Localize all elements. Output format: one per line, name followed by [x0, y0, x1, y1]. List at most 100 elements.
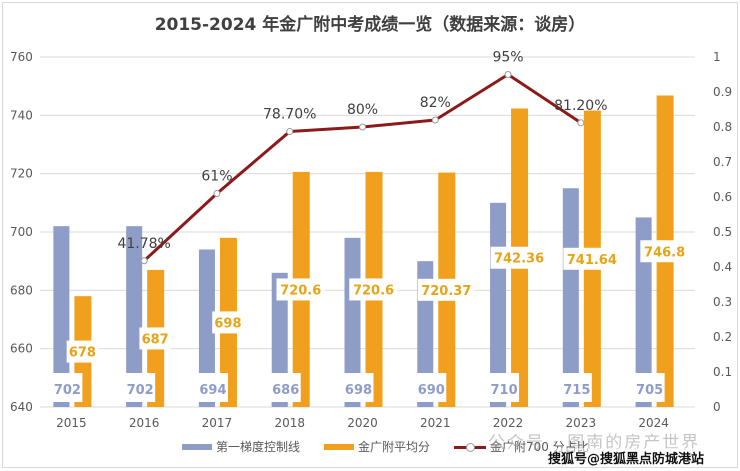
- bar-control-line-base: [53, 402, 70, 406]
- bar-value-label: 698: [345, 383, 372, 398]
- bar-label-box: [276, 278, 325, 301]
- line-point-label: 95%: [492, 50, 523, 66]
- line-point: [213, 190, 221, 197]
- legend-swatch-orange: [324, 443, 355, 450]
- x-tick-label: 2021: [420, 416, 451, 430]
- bar-value-label: 705: [636, 383, 663, 398]
- bar-label-box: [417, 278, 475, 301]
- x-tick-label: 2016: [129, 416, 160, 430]
- line-point-label: 80%: [347, 102, 378, 118]
- x-tick-label: 2020: [347, 416, 378, 430]
- bar-control-line-base: [417, 402, 434, 406]
- line-point: [504, 71, 512, 78]
- bar-label-box: [415, 373, 447, 402]
- bar-label-box: [349, 278, 398, 301]
- y-right-tick-label: 0.9: [713, 85, 732, 99]
- y-right-tick-label: 0.3: [713, 295, 732, 309]
- y-left-tick-label: 700: [10, 225, 33, 239]
- line-point: [431, 116, 439, 124]
- y-right-tick-label: 0.6: [713, 190, 732, 204]
- bar-label-box: [490, 246, 548, 269]
- bar-label-box: [124, 373, 156, 402]
- bar-control-line-base: [344, 402, 361, 406]
- line-point: [577, 119, 585, 127]
- bar-value-label: 741.64: [567, 253, 617, 268]
- y-left-tick-label: 680: [10, 283, 33, 297]
- bar-control-line: [198, 249, 215, 407]
- bar-value-label: 742.36: [494, 252, 544, 267]
- bar-value-label: 702: [54, 383, 81, 398]
- line-point-label: 41.78%: [117, 236, 170, 252]
- bar-label-box: [269, 373, 301, 402]
- watermark-sohu: 搜狐号@搜狐黑点防城港站: [548, 448, 705, 467]
- bar-value-label: 720.6: [353, 283, 394, 298]
- bar-control-line: [635, 217, 652, 407]
- legend: 第一梯度控制线 金广附平均分 金广附700 分占比: [182, 438, 613, 455]
- y-right-tick-label: 0.4: [713, 260, 732, 274]
- bar-label-box: [66, 340, 99, 363]
- line-point-label: 81.20%: [554, 98, 607, 114]
- bar-label-box: [560, 373, 592, 402]
- bar-label-box: [51, 373, 83, 402]
- bar-control-line-base: [635, 402, 652, 406]
- bar-value-label: 686: [272, 383, 299, 398]
- chart-title: 2015-2024 年金广附中考成绩一览（数据来源：谈房）: [154, 15, 586, 35]
- bar-control-line-base: [490, 402, 507, 406]
- bar-value-label: 720.37: [421, 284, 471, 299]
- x-tick-label: 2024: [638, 416, 669, 430]
- bar-value-label: 710: [490, 383, 517, 398]
- bar-control-line-base: [562, 402, 579, 406]
- y-left-tick-label: 720: [10, 167, 33, 181]
- legend-item-average: 金广附平均分: [324, 438, 430, 455]
- bar-value-label: 698: [214, 316, 241, 331]
- bar-value-label: 720.6: [280, 283, 321, 298]
- y-left-tick-label: 740: [10, 108, 33, 122]
- bar-label-box: [139, 327, 171, 350]
- line-point: [140, 257, 148, 265]
- y-right-tick-label: 0.2: [713, 330, 732, 344]
- bar-label-box: [488, 373, 520, 402]
- y-left-tick-label: 660: [10, 342, 33, 356]
- bar-label-box: [640, 240, 689, 263]
- line-point-label: 82%: [420, 95, 451, 111]
- bar-label-box: [196, 373, 228, 402]
- y-right-tick-label: 1: [713, 50, 721, 64]
- bar-control-line: [53, 226, 70, 407]
- y-right-tick-label: 0.7: [713, 155, 732, 169]
- line-point-label: 61%: [201, 169, 232, 185]
- legend-swatch-line: [454, 442, 487, 452]
- bar-label-box: [563, 247, 621, 270]
- bar-label-box: [633, 373, 665, 402]
- legend-swatch-blue: [182, 443, 212, 450]
- bar-value-label: 690: [418, 383, 445, 398]
- bar-control-line-base: [271, 402, 288, 406]
- legend-label: 第一梯度控制线: [216, 440, 301, 454]
- line-point: [286, 128, 294, 136]
- legend-item-control-line: 第一梯度控制线: [182, 438, 300, 455]
- line-point-label: 78.70%: [263, 107, 316, 123]
- bar-value-label: 694: [199, 383, 226, 398]
- y-left-tick-label: 760: [10, 50, 33, 64]
- bar-value-label: 702: [127, 383, 154, 398]
- y-right-tick-label: 0: [713, 400, 721, 414]
- legend-label: 金广附平均分: [358, 440, 431, 454]
- bar-value-label: 746.8: [644, 245, 685, 260]
- bar-control-line: [126, 226, 143, 407]
- y-right-tick-label: 0.1: [713, 365, 732, 379]
- x-tick-label: 2023: [566, 416, 597, 430]
- bar-label-box: [342, 373, 374, 402]
- bar-label-box: [212, 311, 244, 334]
- y-left-tick-label: 640: [10, 400, 33, 414]
- bar-control-line-base: [126, 402, 143, 406]
- line-point: [359, 123, 366, 131]
- x-tick-label: 2015: [56, 416, 87, 430]
- bar-control-line: [562, 188, 579, 407]
- x-tick-label: 2022: [493, 416, 524, 430]
- x-tick-label: 2018: [274, 416, 305, 430]
- x-tick-label: 2017: [202, 416, 233, 430]
- bar-value-label: 678: [69, 346, 96, 361]
- y-right-tick-label: 0.8: [713, 120, 732, 134]
- bar-value-label: 715: [563, 383, 590, 398]
- y-right-tick-label: 0.5: [713, 225, 732, 239]
